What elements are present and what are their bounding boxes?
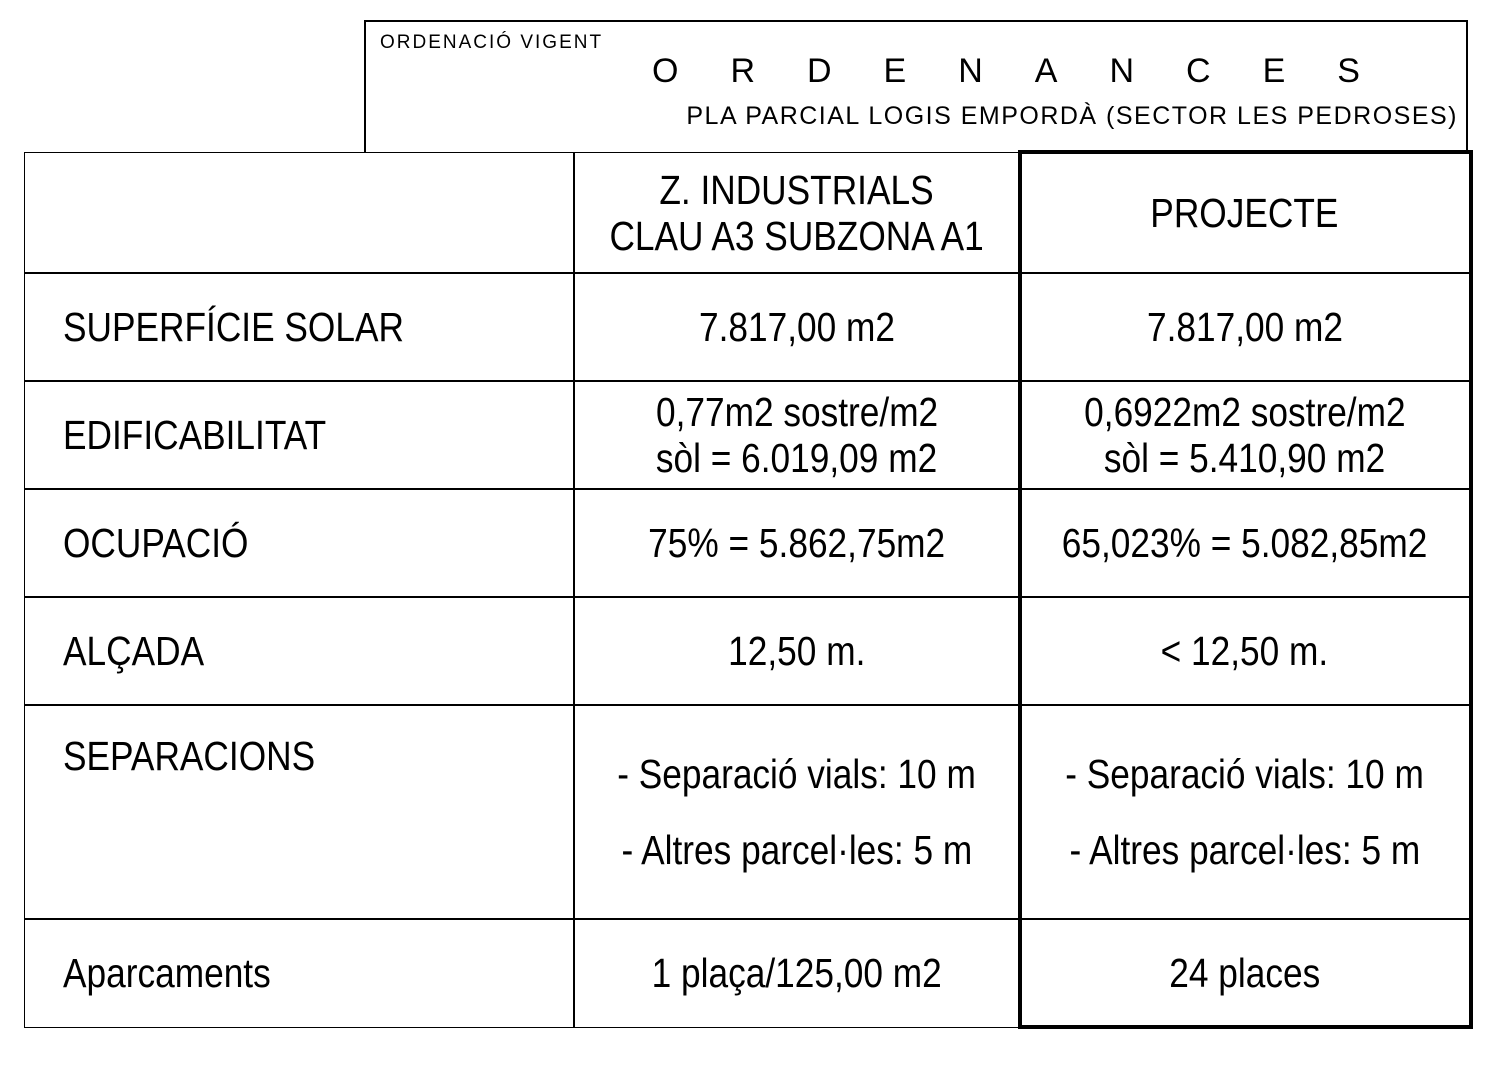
row-label: EDIFICABILITAT — [24, 380, 575, 490]
current-cell: - Separació vials: 10 m - Altres parcel·l… — [573, 704, 1021, 920]
current-cell: 75% = 5.862,75m2 — [573, 488, 1021, 598]
project-cell: 24 places — [1019, 918, 1471, 1028]
column-header: Z. INDUSTRIALS CLAU A3 SUBZONA A1 — [573, 152, 1021, 274]
current-cell: 0,77m2 sostre/m2 sòl = 6.019,09 m2 — [573, 380, 1021, 490]
current-cell: 12,50 m. — [573, 596, 1021, 706]
cell-text: < 12,50 m. — [1160, 627, 1329, 674]
cell-text: 24 places — [1169, 949, 1321, 996]
cell-text: - Separació vials: 10 m — [1065, 750, 1425, 797]
cell-text: CLAU A3 SUBZONA A1 — [609, 212, 984, 259]
cell-text: 0,77m2 sostre/m2 — [655, 388, 938, 435]
cell-text: 7.817,00 m2 — [698, 303, 895, 350]
header-label: ORDENACIÓ VIGENT — [380, 32, 604, 53]
project-cell: 0,6922m2 sostre/m2 sòl = 5.410,90 m2 — [1019, 380, 1471, 490]
cell-text: 1 plaça/125,00 m2 — [651, 949, 942, 996]
cell-text: sòl = 5.410,90 m2 — [1104, 434, 1386, 481]
header-box: ORDENACIÓ VIGENT ORDENANCES PLA PARCIAL … — [364, 20, 1468, 152]
cell-text: sòl = 6.019,09 m2 — [656, 434, 938, 481]
project-cell: - Separació vials: 10 m - Altres parcel·l… — [1019, 704, 1471, 920]
cell-text: - Altres parcel·les: 5 m — [621, 826, 973, 873]
cell-text: 65,023% = 5.082,85m2 — [1061, 519, 1428, 566]
cell-text: - Separació vials: 10 m — [617, 750, 977, 797]
cell-text: OCUPACIÓ — [63, 519, 249, 566]
cell-text: EDIFICABILITAT — [63, 411, 327, 458]
cell-text: SUPERFÍCIE SOLAR — [63, 303, 404, 350]
cell-text: 75% = 5.862,75m2 — [648, 519, 946, 566]
current-cell: 1 plaça/125,00 m2 — [573, 918, 1021, 1028]
row-label: SEPARACIONS — [24, 704, 575, 920]
current-cell: 7.817,00 m2 — [573, 272, 1021, 382]
column-header: PROJECTE — [1019, 152, 1471, 274]
cell-text: - Altres parcel·les: 5 m — [1069, 826, 1421, 873]
row-label: OCUPACIÓ — [24, 488, 575, 598]
row-label: SUPERFÍCIE SOLAR — [24, 272, 575, 382]
cell-text: PROJECTE — [1150, 189, 1339, 236]
row-label: Aparcaments — [24, 918, 575, 1028]
row-label: ALÇADA — [24, 596, 575, 706]
cell-text: 0,6922m2 sostre/m2 — [1084, 388, 1406, 435]
project-cell: 7.817,00 m2 — [1019, 272, 1471, 382]
corner-cell — [24, 152, 575, 274]
header-title: ORDENANCES — [652, 52, 1412, 90]
cell-text: SEPARACIONS — [63, 733, 316, 779]
cell-text: ALÇADA — [63, 627, 205, 674]
cell-text: 12,50 m. — [728, 627, 866, 674]
cell-text: Z. INDUSTRIALS — [659, 166, 934, 213]
cell-text: Aparcaments — [63, 949, 271, 996]
header-subtitle: PLA PARCIAL LOGIS EMPORDÀ (SECTOR LES PE… — [686, 102, 1458, 130]
project-cell: 65,023% = 5.082,85m2 — [1019, 488, 1471, 598]
project-cell: < 12,50 m. — [1019, 596, 1471, 706]
cell-text: 7.817,00 m2 — [1146, 303, 1343, 350]
